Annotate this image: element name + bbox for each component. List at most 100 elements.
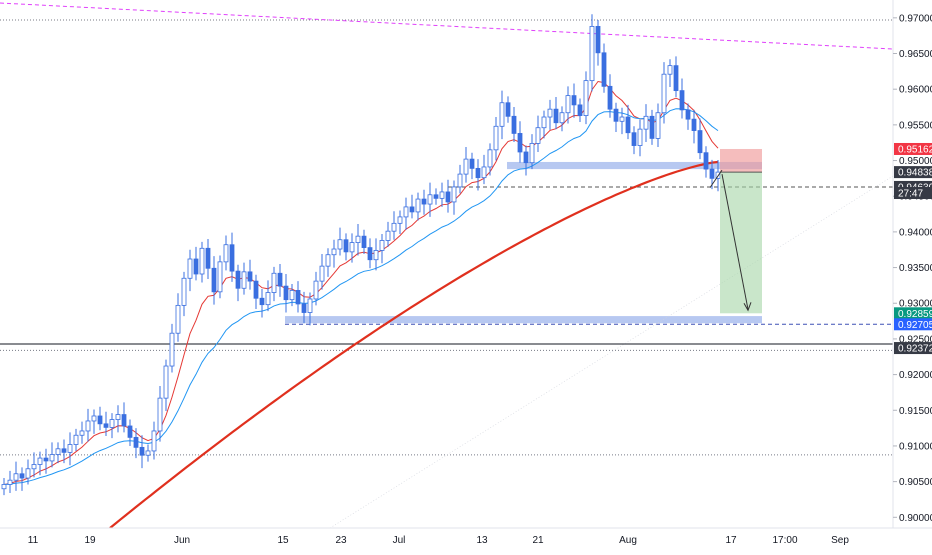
projection-arrowhead <box>743 302 752 312</box>
candle-body <box>133 436 139 448</box>
candle-body <box>325 254 331 267</box>
candle-body <box>1 484 7 490</box>
candle-body <box>361 235 367 248</box>
candle-body <box>505 102 511 117</box>
price-tag-label: 0.92859 <box>898 309 932 320</box>
candle-body <box>379 240 385 251</box>
candle-body <box>403 206 409 218</box>
candle-body <box>235 270 241 289</box>
candle-body <box>121 414 127 427</box>
candle-body <box>157 397 163 432</box>
candle-body <box>655 112 661 139</box>
candle-body <box>229 244 235 272</box>
candle-body <box>355 235 361 243</box>
candle-body <box>49 454 55 462</box>
y-tick-label: 0.92500 <box>899 334 932 345</box>
price-tags-layer: 0.951620.948380.9463027:470.928590.92705… <box>894 142 932 355</box>
candle-body <box>427 194 433 205</box>
candle-body <box>439 191 445 199</box>
y-tick-label: 0.94000 <box>899 227 932 238</box>
candle-body <box>43 457 49 462</box>
candle-body <box>337 239 343 250</box>
price-tag <box>894 307 932 320</box>
candle-body <box>577 104 583 116</box>
resistance-zone <box>507 161 762 170</box>
candle-body <box>277 272 283 287</box>
price-tag-label: 0.94838 <box>898 168 932 179</box>
candle-body <box>259 297 265 306</box>
candle-body <box>673 65 679 92</box>
candle-body <box>61 448 67 453</box>
price-tag-label: 0.92705 <box>898 320 932 331</box>
candle-body <box>373 250 379 261</box>
candle-body <box>571 95 577 106</box>
candle-body <box>565 95 571 114</box>
candle-body <box>19 473 25 479</box>
candle-body <box>511 115 517 134</box>
candle-body <box>595 25 601 54</box>
x-tick-label: Aug <box>619 535 637 546</box>
candle-body <box>559 112 565 124</box>
candle-body <box>583 80 589 116</box>
candle-body <box>283 285 289 301</box>
candle-body <box>13 473 19 481</box>
candle-body <box>97 415 103 425</box>
price-tag-label: 0.92372 <box>898 344 932 355</box>
price-axis[interactable]: 0.970000.965000.960000.955000.950000.945… <box>893 13 932 524</box>
price-tag <box>894 187 932 200</box>
x-tick-label: 11 <box>28 535 39 546</box>
candle-body <box>397 216 403 224</box>
candle-body <box>37 457 43 465</box>
candle-body <box>79 430 85 436</box>
candle-body <box>349 242 355 253</box>
y-tick-label: 0.95500 <box>899 120 932 131</box>
candle-body <box>529 143 535 164</box>
candle-body <box>313 280 319 300</box>
candle-body <box>385 230 391 241</box>
y-tick-label: 0.93500 <box>899 263 932 274</box>
y-tick-label: 0.90000 <box>899 513 932 524</box>
candle-body <box>223 244 229 263</box>
candle-body <box>205 247 211 269</box>
x-tick-label: Jul <box>393 535 406 546</box>
price-tag <box>894 342 932 355</box>
candle-body <box>649 115 655 139</box>
candle-body <box>73 434 79 445</box>
candle-body <box>139 446 145 456</box>
candles-layer <box>1 14 721 496</box>
trend-line-layer <box>0 2 894 529</box>
x-tick-label: 19 <box>84 535 96 546</box>
zone-layer <box>285 161 762 324</box>
candle-body <box>445 191 451 203</box>
x-tick-label: 23 <box>335 535 347 546</box>
price-tag-label: 0.95162 <box>898 144 932 155</box>
candle-body <box>175 304 181 334</box>
y-tick-label: 0.91000 <box>899 441 932 452</box>
candle-body <box>415 198 421 213</box>
candle-body <box>7 479 13 485</box>
y-tick-label: 0.92000 <box>899 370 932 381</box>
x-tick-label: 17 <box>725 535 737 546</box>
candle-body <box>523 151 529 164</box>
candle-body <box>85 420 91 432</box>
candle-body <box>457 173 463 188</box>
price-axis-background <box>893 0 932 550</box>
candle-body <box>145 450 151 456</box>
candle-body <box>475 167 481 179</box>
price-tag-label: 27:47 <box>898 189 923 200</box>
price-tag <box>894 166 932 179</box>
time-axis[interactable]: 11 19 Jun 15 23 Jul 13 21 Aug 17 17:00 Sep <box>28 535 850 546</box>
candle-body <box>481 166 487 179</box>
y-tick-label: 0.93000 <box>899 299 932 310</box>
y-tick-label: 0.90500 <box>899 477 932 488</box>
trend-line <box>0 2 894 50</box>
candle-body <box>535 127 541 144</box>
x-tick-label: 21 <box>532 535 544 546</box>
candle-body <box>91 415 97 422</box>
candle-body <box>247 271 253 282</box>
candle-body <box>541 116 547 129</box>
position-tool-layer[interactable] <box>709 148 762 314</box>
candle-body <box>319 265 325 282</box>
